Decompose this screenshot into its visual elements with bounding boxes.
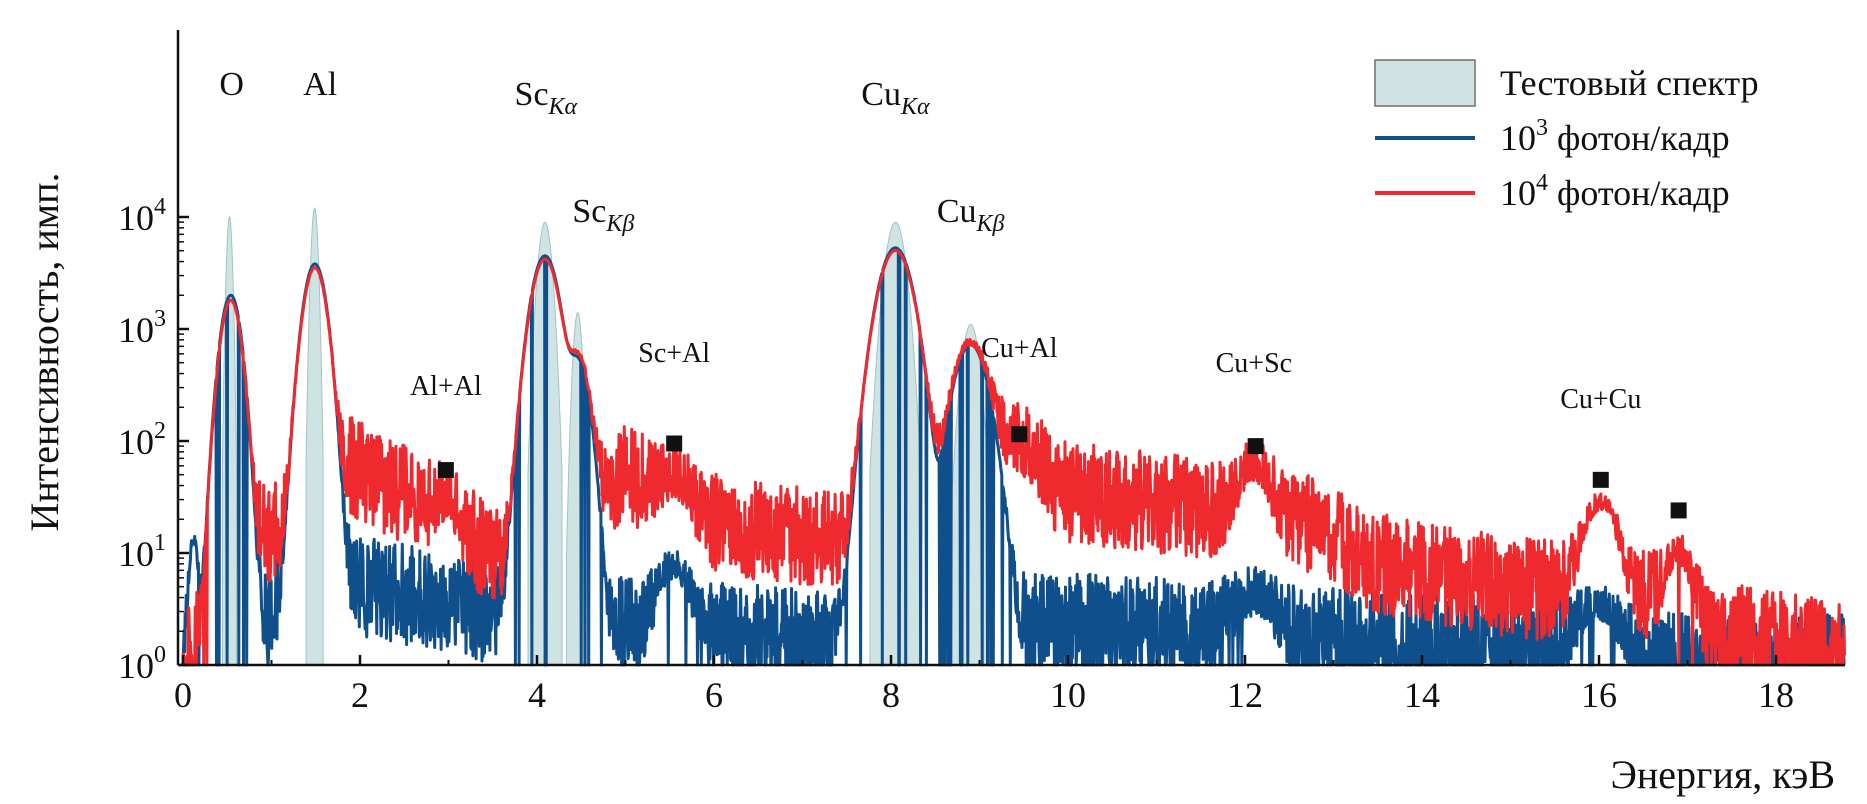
peak-label: CuKβ <box>937 193 1005 237</box>
x-tick-label: 0 <box>174 675 192 715</box>
sum-peak-marker <box>1592 471 1609 488</box>
y-ticks: 100 101 102 103 104 <box>118 194 189 686</box>
x-tick-label: 18 <box>1758 675 1794 715</box>
peak-labels: O Al ScKα ScKβ CuKα CuKβ Al+Al Sc+Al Cu+Al Cu+Sc C… <box>219 66 1687 519</box>
peak-label: Al <box>303 66 337 103</box>
peak-label: CuKα <box>861 76 930 120</box>
test-spectrum-peak <box>221 216 237 666</box>
y-tick-label: 100 <box>118 642 166 686</box>
peak-label: ScKβ <box>572 193 634 237</box>
test-spectrum-peak <box>305 207 324 666</box>
sum-peak-label: Cu+Al <box>981 333 1058 364</box>
axes: 0 2 4 6 8 10 12 14 16 18 100 101 102 103 104 Энергия,… <box>22 30 1845 797</box>
x-tick-label: 8 <box>882 675 900 715</box>
legend-label-n3: 103 фотон/кадр <box>1500 115 1730 158</box>
x-tick-label: 14 <box>1404 675 1440 715</box>
sum-peak-label: Cu+Cu <box>1560 384 1641 415</box>
x-axis-title: Энергия, кэВ <box>1610 752 1835 797</box>
x-tick-label: 10 <box>1050 675 1086 715</box>
legend: Тестовый спектр 103 фотон/кадр 104 фотон/к… <box>1374 59 1759 213</box>
y-axis-title: Интенсивность, имп. <box>22 173 67 532</box>
sum-peak-label: Al+Al <box>410 371 482 402</box>
x-tick-label: 12 <box>1227 675 1263 715</box>
y-tick-label: 104 <box>118 194 166 238</box>
sum-peak-label: Cu+Sc <box>1216 348 1292 379</box>
peak-label: ScKα <box>515 76 578 120</box>
x-tick-label: 2 <box>351 675 369 715</box>
x-tick-label: 6 <box>705 675 723 715</box>
legend-swatch-test <box>1374 59 1476 107</box>
y-tick-label: 101 <box>118 530 166 574</box>
sum-peak-marker <box>1247 438 1264 455</box>
sum-peak-marker <box>1670 502 1687 519</box>
sum-peak-marker <box>1011 426 1028 443</box>
y-tick-label: 103 <box>118 306 166 350</box>
peak-label: O <box>219 66 244 103</box>
sum-peak-marker <box>437 462 454 479</box>
legend-label-test: Тестовый спектр <box>1500 63 1759 103</box>
y-tick-label: 102 <box>118 418 166 462</box>
x-tick-label: 16 <box>1581 675 1617 715</box>
sum-peak-label: Sc+Al <box>638 338 710 369</box>
sum-peak-marker <box>666 435 683 452</box>
x-ticks: 0 2 4 6 8 10 12 14 16 18 <box>174 655 1794 715</box>
x-tick-label: 4 <box>528 675 546 715</box>
legend-label-n4: 104 фотон/кадр <box>1500 170 1730 213</box>
